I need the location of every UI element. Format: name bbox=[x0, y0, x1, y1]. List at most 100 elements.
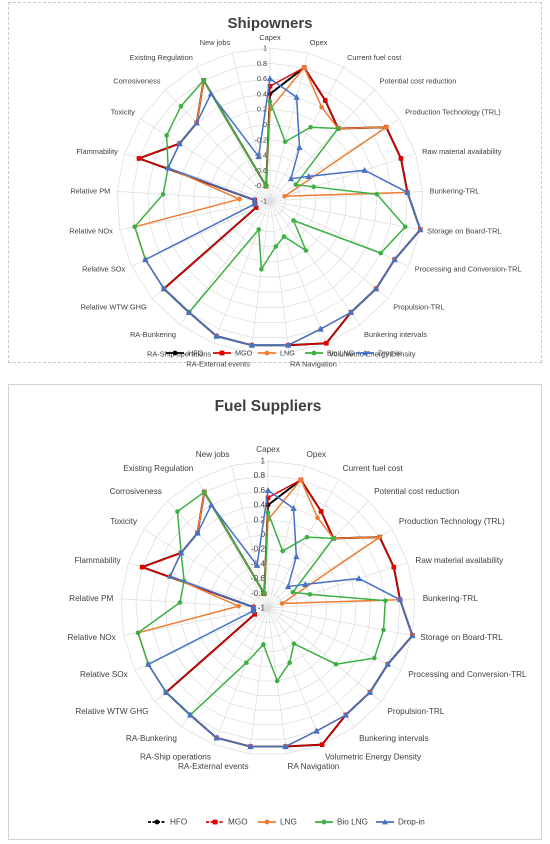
tick-label: -0.2 bbox=[251, 545, 266, 554]
axis-label: Bunkering-TRL bbox=[423, 594, 479, 603]
data-point bbox=[293, 182, 299, 187]
data-point bbox=[291, 218, 296, 223]
data-point bbox=[201, 78, 206, 83]
data-point bbox=[251, 196, 258, 203]
data-point bbox=[259, 267, 264, 272]
tick-label: 0.4 bbox=[257, 89, 267, 98]
data-point bbox=[253, 561, 261, 568]
data-point bbox=[248, 341, 255, 348]
axis-label: Potential cost reduction bbox=[374, 487, 460, 496]
data-point bbox=[160, 191, 166, 197]
grid-ring bbox=[179, 519, 357, 696]
axis-label: Processing and Conversion-TRL bbox=[415, 265, 522, 274]
tick-label: -0.6 bbox=[255, 166, 267, 175]
grid-spoke bbox=[269, 153, 416, 202]
series-line bbox=[141, 478, 414, 748]
data-point bbox=[282, 193, 287, 199]
data-point bbox=[302, 580, 309, 587]
data-point bbox=[162, 688, 170, 695]
data-point bbox=[383, 598, 388, 603]
legend-item: Bio LNG bbox=[315, 818, 368, 827]
data-point bbox=[313, 727, 320, 734]
legend-marker bbox=[362, 349, 368, 356]
data-point bbox=[237, 196, 242, 202]
axis-label: New jobs bbox=[196, 450, 230, 459]
data-point bbox=[319, 104, 324, 110]
data-point bbox=[282, 743, 289, 750]
series-line bbox=[137, 491, 387, 716]
data-point bbox=[177, 549, 185, 556]
axis-label: Storage on Board-TRL bbox=[420, 633, 503, 642]
legend-item: MGO bbox=[213, 349, 253, 358]
data-point bbox=[279, 601, 285, 606]
tick-label: -1 bbox=[258, 604, 266, 613]
axis-label: New jobs bbox=[200, 38, 231, 47]
series-hfo bbox=[139, 477, 415, 749]
axis-label: Volumetric Energy Density bbox=[329, 349, 416, 358]
data-point bbox=[319, 742, 325, 747]
data-point bbox=[281, 234, 287, 239]
data-point bbox=[132, 224, 138, 230]
data-point bbox=[396, 596, 404, 603]
data-point bbox=[280, 548, 285, 554]
data-point bbox=[398, 156, 404, 161]
data-point bbox=[267, 83, 273, 89]
grid-ring bbox=[120, 460, 416, 755]
tick-label: 0.6 bbox=[257, 74, 267, 83]
data-point bbox=[282, 139, 288, 145]
data-point bbox=[287, 660, 292, 665]
tick-label: -0.6 bbox=[251, 574, 266, 583]
legend-item: Bio LNG bbox=[305, 349, 355, 358]
grid-ring bbox=[252, 592, 284, 623]
data-point bbox=[167, 572, 174, 579]
series-line bbox=[137, 479, 414, 748]
grid-spoke bbox=[250, 200, 271, 353]
data-point bbox=[303, 248, 309, 253]
series-line bbox=[147, 489, 414, 748]
axis-label: Toxicity bbox=[110, 517, 138, 526]
tick-label: -1 bbox=[261, 197, 267, 206]
data-point bbox=[366, 688, 374, 695]
data-point bbox=[417, 226, 424, 233]
tick-label: 0.2 bbox=[257, 105, 267, 114]
axis-label: Opex bbox=[307, 450, 327, 459]
data-point bbox=[384, 660, 391, 667]
legend-label: Drop-in bbox=[378, 349, 402, 358]
grid-spoke bbox=[269, 66, 345, 202]
series-bio-lng bbox=[132, 78, 408, 315]
data-point bbox=[293, 553, 300, 560]
data-point bbox=[409, 632, 416, 639]
data-point bbox=[342, 711, 349, 718]
data-point bbox=[139, 564, 145, 570]
tick-label: 0.2 bbox=[254, 515, 266, 524]
axis-label: Capex bbox=[259, 33, 281, 42]
axis-label: Raw material availability bbox=[415, 556, 504, 565]
grid-spoke bbox=[269, 200, 327, 344]
axis-label: Volumetric Energy Density bbox=[325, 752, 422, 761]
axis-label: Relative NOx bbox=[68, 633, 116, 642]
grid-spoke bbox=[269, 200, 361, 325]
data-point bbox=[250, 603, 257, 610]
data-point bbox=[261, 642, 266, 647]
legend-item: LNG bbox=[258, 818, 297, 827]
data-point bbox=[176, 140, 183, 147]
grid-spoke bbox=[267, 465, 305, 609]
grid-spoke bbox=[167, 500, 269, 609]
axis-label: Raw material availability bbox=[422, 147, 502, 156]
data-point bbox=[213, 734, 220, 741]
tick-label: 0.8 bbox=[257, 59, 267, 68]
data-point bbox=[177, 600, 183, 605]
axis-label: Relative NOx bbox=[69, 227, 113, 236]
series-line bbox=[133, 79, 407, 314]
grid-ring bbox=[194, 534, 342, 682]
data-point bbox=[372, 655, 377, 661]
axis-label: Relative SOx bbox=[80, 670, 128, 679]
legend-label: Bio LNG bbox=[337, 818, 368, 827]
tick-label: -0.8 bbox=[251, 589, 266, 598]
axis-label: RA-Bunkering bbox=[126, 734, 177, 743]
legend-item: MGO bbox=[206, 818, 248, 827]
axis-label: Current fuel cost bbox=[347, 53, 401, 62]
data-point bbox=[308, 124, 313, 130]
tick-label: 0.8 bbox=[254, 471, 266, 480]
axis-label: Potential cost reduction bbox=[380, 76, 457, 85]
